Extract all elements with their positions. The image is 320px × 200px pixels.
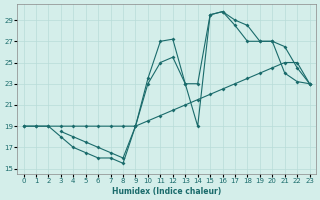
X-axis label: Humidex (Indice chaleur): Humidex (Indice chaleur) <box>112 187 221 196</box>
